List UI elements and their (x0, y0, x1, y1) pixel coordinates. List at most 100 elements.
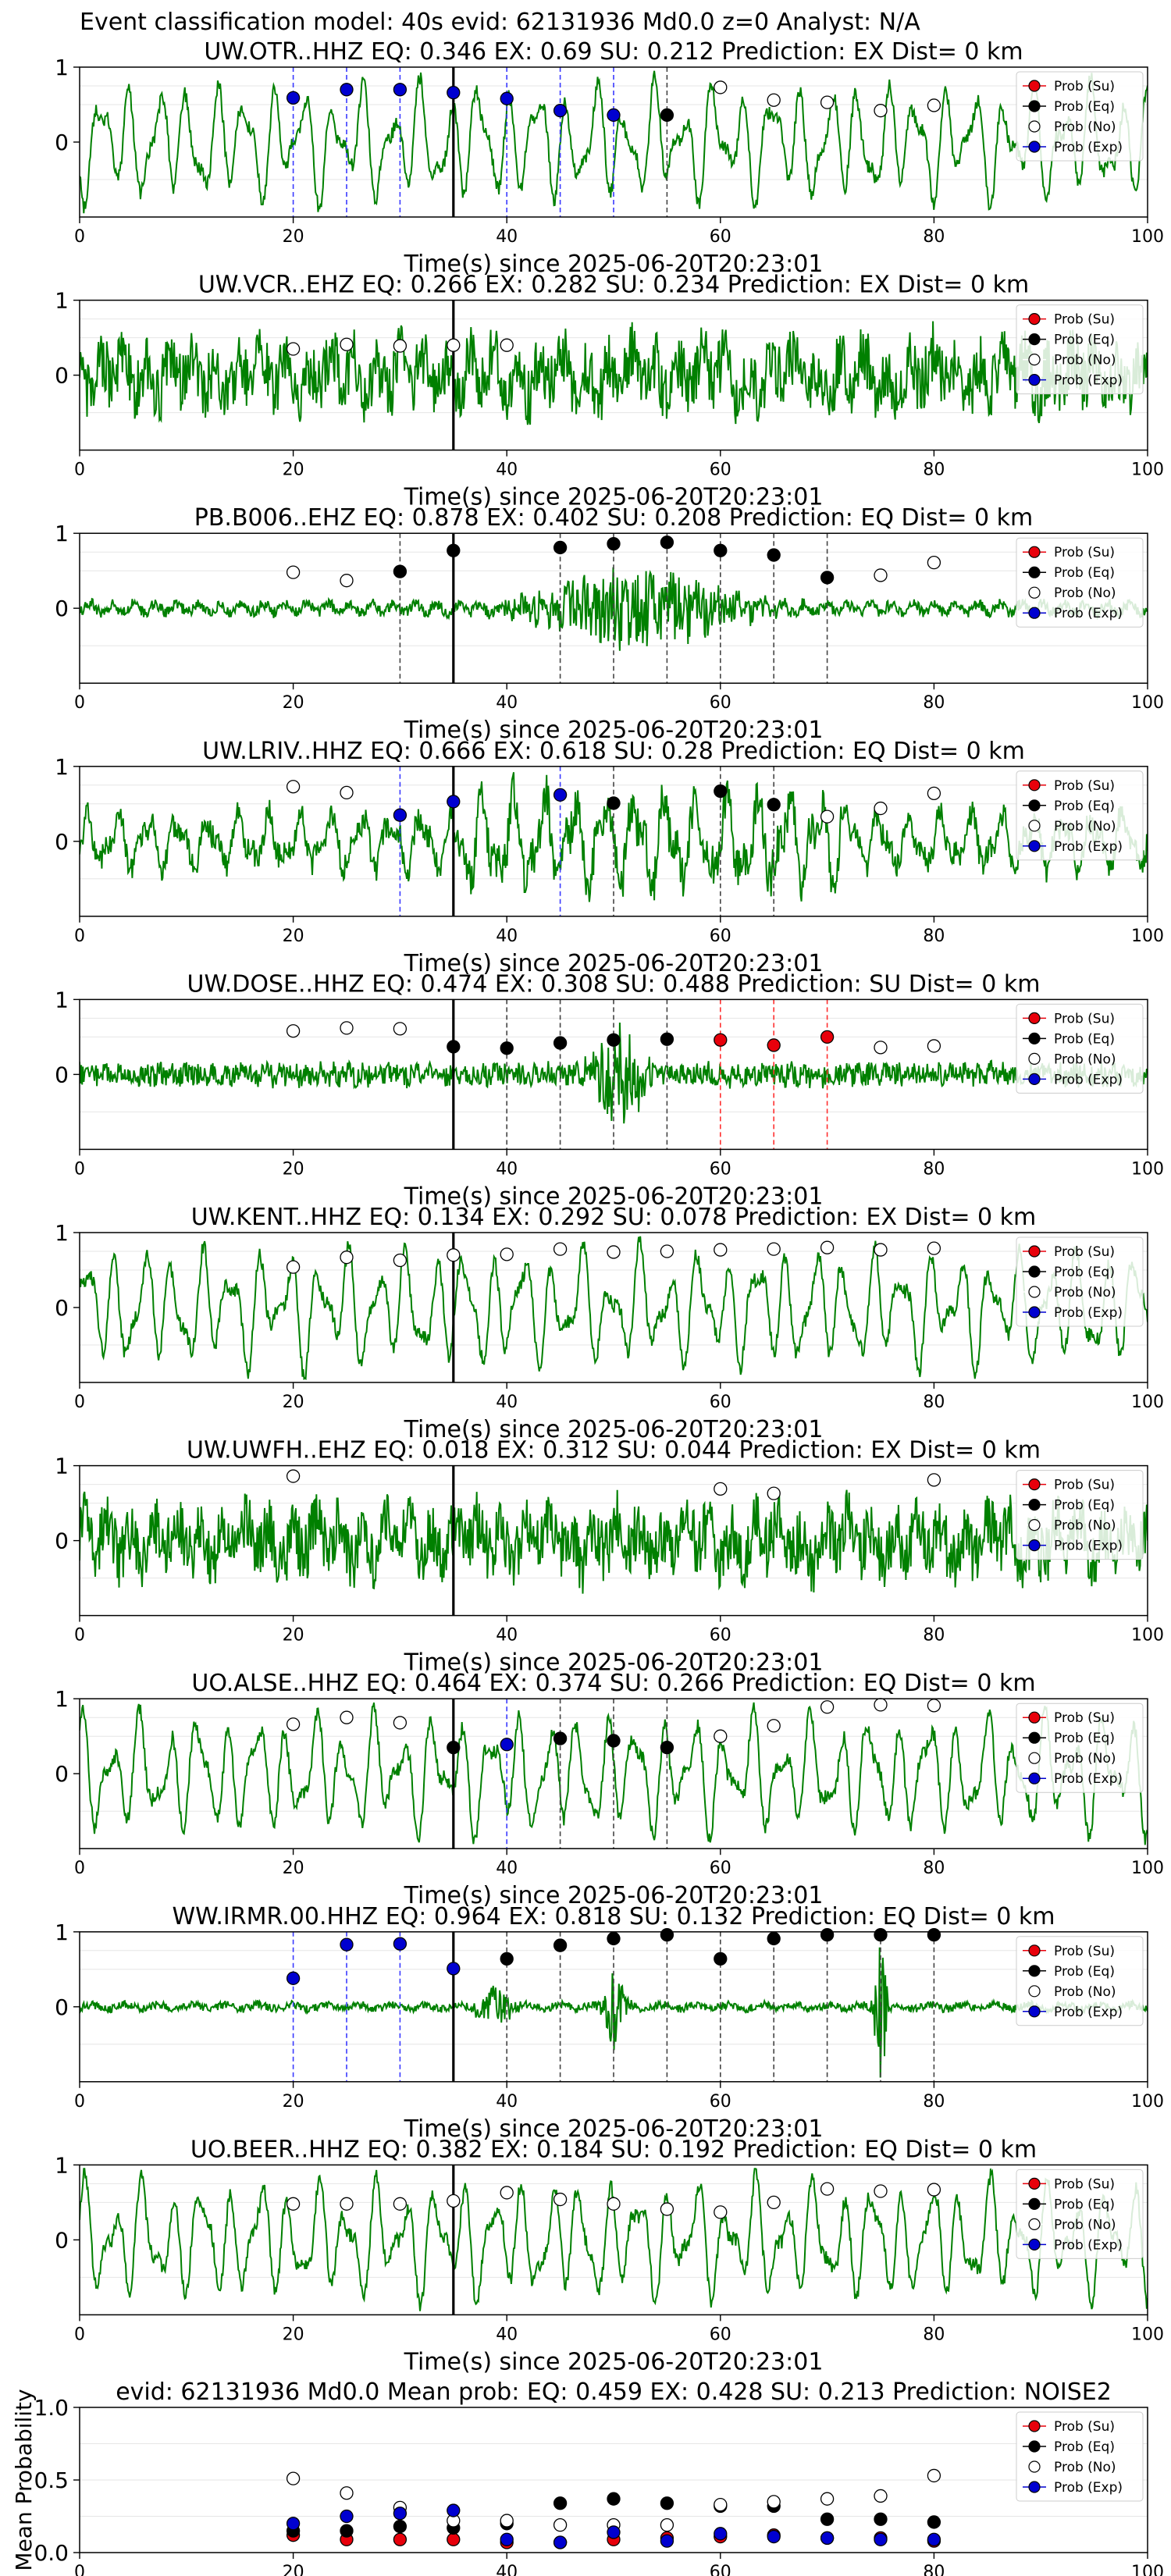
panel-title: evid: 62131936 Md0.0 Mean prob: EQ: 0.45… (116, 2379, 1112, 2406)
probability-point (927, 2515, 941, 2529)
legend-label: Prob (No) (1054, 1751, 1116, 1767)
legend-label: Prob (Exp) (1054, 2237, 1123, 2253)
probability-point (767, 548, 781, 562)
panel-title: UW.LRIV..HHZ EQ: 0.666 EX: 0.618 SU: 0.2… (202, 738, 1025, 765)
probability-point (500, 1041, 514, 1055)
x-tick-label: 40 (496, 2563, 518, 2576)
legend-marker (1028, 333, 1041, 346)
probability-point (500, 1247, 514, 1261)
legend-label: Prob (Eq) (1054, 1031, 1115, 1047)
probability-point (714, 543, 728, 557)
legend-label: Prob (Su) (1054, 1244, 1115, 1260)
y-tick-label: 0 (55, 2227, 69, 2253)
legend: Prob (Su) Prob (Eq) Prob (No) Prob (Exp) (1016, 2169, 1144, 2259)
x-tick-label: 80 (923, 2092, 945, 2112)
legend-marker (1028, 840, 1041, 852)
x-tick-label: 0 (74, 1393, 85, 1412)
x-tick-label: 40 (496, 1859, 518, 1878)
legend-label: Prob (Exp) (1054, 1771, 1123, 1787)
probability-point (660, 535, 674, 550)
legend-marker (1028, 2481, 1041, 2493)
waveform-trace (80, 1022, 1148, 1124)
probability-point (447, 1040, 461, 1054)
x-tick-label: 0 (74, 927, 85, 946)
panel-title: PB.B006..EHZ EQ: 0.878 EX: 0.402 SU: 0.2… (194, 504, 1034, 532)
probability-point (767, 1486, 781, 1500)
probability-point (820, 2492, 835, 2506)
probability-point (874, 1927, 888, 1942)
probability-point (767, 2495, 781, 2509)
x-tick-label: 100 (1131, 1626, 1164, 1646)
probability-point (820, 1927, 835, 1942)
y-tick-label: 0 (55, 1994, 69, 2020)
legend-box (1016, 71, 1144, 162)
x-axis-label: Time(s) since 2025-06-20T20:23:01 (404, 717, 824, 744)
probability-point (820, 1030, 835, 1044)
probability-point (447, 543, 461, 557)
probability-point (874, 568, 888, 582)
legend-marker (1028, 2218, 1041, 2230)
probability-point (874, 1243, 888, 1257)
probability-point (340, 1710, 354, 1724)
probability-point (714, 1482, 728, 1496)
x-tick-label: 60 (710, 927, 731, 946)
x-tick-label: 100 (1131, 2563, 1164, 2576)
probability-point (340, 2486, 354, 2500)
legend-marker (1028, 2005, 1041, 2018)
legend-marker (1028, 1032, 1041, 1045)
station-panel: UW.DOSE..HHZ EQ: 0.474 EX: 0.308 SU: 0.4… (55, 970, 1164, 1210)
station-panel: WW.IRMR.00.HHZ EQ: 0.964 EX: 0.818 SU: 0… (55, 1903, 1164, 2143)
station-panel: UW.VCR..EHZ EQ: 0.266 EX: 0.282 SU: 0.23… (55, 272, 1164, 511)
probability-point (393, 339, 408, 353)
legend: Prob (Su) Prob (Eq) Prob (No) Prob (Exp) (1016, 1003, 1144, 1094)
legend-label: Prob (Su) (1054, 79, 1115, 94)
waveform-trace (80, 2168, 1148, 2311)
x-tick-label: 60 (710, 1159, 731, 1179)
probability-point (340, 337, 354, 351)
legend-marker (1028, 1985, 1041, 1998)
probability-point (927, 1927, 941, 1942)
x-tick-label: 60 (710, 2325, 731, 2344)
x-tick-label: 80 (923, 1626, 945, 1646)
probability-point (874, 2489, 888, 2503)
x-tick-label: 80 (923, 1393, 945, 1412)
probability-point (927, 555, 941, 570)
x-tick-label: 20 (283, 2325, 304, 2344)
probability-point (393, 83, 408, 97)
legend-label: Prob (Su) (1054, 545, 1115, 560)
probability-point (714, 1729, 728, 1743)
probability-point (607, 2525, 621, 2539)
probability-point (874, 104, 888, 118)
legend-marker (1028, 1073, 1041, 1086)
x-axis-label: Time(s) since 2025-06-20T20:23:01 (404, 484, 824, 511)
legend-label: Prob (No) (1054, 353, 1116, 368)
legend: Prob (Su) Prob (Eq) Prob (No) Prob (Exp) (1016, 1936, 1144, 2026)
legend: Prob (Su) Prob (Eq) Prob (No) Prob (Exp) (1016, 537, 1144, 628)
legend-box (1016, 1936, 1144, 2026)
x-tick-label: 0 (74, 1626, 85, 1646)
probability-point (447, 1962, 461, 1976)
probability-point (340, 1937, 354, 1952)
probability-point (927, 98, 941, 112)
probability-point (820, 2182, 835, 2196)
legend-marker (1028, 1265, 1041, 1278)
probability-point (767, 93, 781, 107)
legend-marker (1028, 1286, 1041, 1298)
legend-marker (1028, 607, 1041, 619)
legend-marker (1028, 1752, 1041, 1764)
probability-point (820, 1240, 835, 1254)
legend-label: Prob (Eq) (1054, 2197, 1115, 2212)
legend-label: Prob (Exp) (1054, 1305, 1123, 1321)
legend-marker (1028, 1245, 1041, 1258)
probability-point (553, 788, 568, 802)
legend-label: Prob (Eq) (1054, 1265, 1115, 1280)
legend-label: Prob (Su) (1054, 1710, 1115, 1726)
legend-label: Prob (Eq) (1054, 99, 1115, 115)
legend-marker (1028, 586, 1041, 599)
probability-point (607, 2197, 621, 2211)
probability-point (500, 338, 514, 352)
probability-point (767, 2529, 781, 2544)
legend: Prob (Su) Prob (Eq) Prob (No) Prob (Exp) (1016, 2411, 1144, 2502)
legend-box (1016, 770, 1144, 861)
probability-point (286, 780, 301, 794)
